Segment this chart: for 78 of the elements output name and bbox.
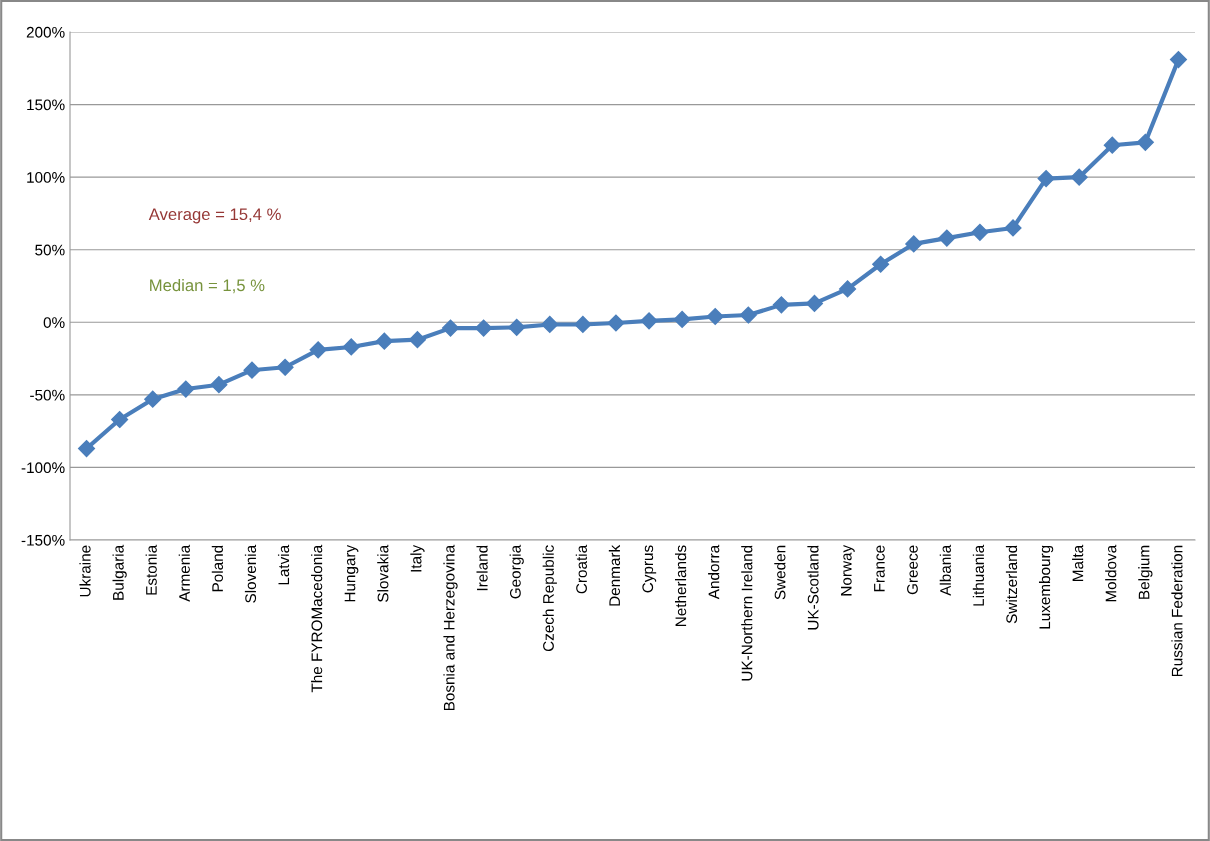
x-tick-label: Cyprus (642, 545, 657, 593)
y-tick-label: -100% (21, 462, 65, 474)
point (276, 358, 294, 376)
point (1004, 219, 1022, 237)
x-tick-label: Slovenia (244, 544, 257, 603)
point (1103, 136, 1121, 154)
x-tick-label: Ukraine (79, 545, 91, 597)
annotation: Average = 15,4 % (148, 208, 281, 224)
y-tick-label: 200% (26, 26, 65, 38)
x-tick-label: Belgium (1138, 545, 1153, 599)
point (805, 294, 824, 312)
point (111, 410, 129, 429)
x-tick-label: Georgia (509, 544, 524, 599)
x-tick-label: Hungary (344, 544, 359, 602)
x-tick-label: Malta (1072, 544, 1084, 581)
x-tick-label: Greece (907, 545, 918, 595)
x-tick-label: Luxembourg (1038, 545, 1054, 629)
point (309, 341, 327, 359)
x-tick-label: Slovakia (377, 544, 389, 602)
x-tick-label: Norway (841, 544, 855, 596)
x-tick-label: Croatia (575, 544, 587, 594)
y-tick-label: 0% (43, 317, 65, 328)
point (971, 223, 989, 241)
x-tick-label: Czech Republic (542, 545, 557, 652)
point (441, 319, 460, 337)
x-tick-label: Bosnia and Herzegovina (443, 544, 458, 711)
x-tick-label: Russian Federation (1171, 545, 1183, 677)
point (408, 331, 426, 349)
x-tick-label: Bulgaria (112, 544, 127, 600)
point (541, 315, 559, 334)
y-tick-label: -50% (30, 389, 65, 401)
point (1037, 170, 1055, 188)
point (739, 306, 757, 324)
point (607, 314, 625, 332)
point (475, 319, 493, 337)
x-tick-label: Lithuania (972, 544, 985, 606)
point (938, 229, 956, 247)
point (375, 332, 393, 350)
x-tick-label: UK-Northern Ireland (741, 545, 753, 681)
x-tick-label: Poland (211, 545, 223, 592)
y-tick-label: 50% (35, 244, 65, 256)
x-tick-label: Moldova (1105, 544, 1117, 602)
point (706, 307, 724, 326)
point (673, 310, 691, 328)
point (77, 440, 96, 458)
y-tick-label: -150% (21, 534, 65, 546)
y-tick-label: 100% (27, 172, 65, 183)
x-tick-label: Sweden (774, 545, 786, 600)
x-tick-label: Armenia (178, 544, 190, 602)
point (905, 235, 923, 253)
x-tick-label: The FYROMacedonia (311, 544, 323, 693)
point (210, 376, 228, 394)
point (1136, 133, 1154, 151)
point (177, 380, 195, 398)
point (574, 315, 592, 334)
point (243, 361, 261, 379)
x-tick-label: Albania (939, 544, 951, 596)
x-tick-label: Andorra (708, 544, 720, 600)
point (1070, 168, 1088, 186)
y-tick-label: 150% (27, 99, 65, 111)
point (508, 318, 526, 336)
point (144, 390, 162, 408)
annotation: Median = 1,5 % (150, 279, 265, 294)
x-tick-label: Italy (410, 544, 425, 572)
point (772, 296, 790, 314)
point (872, 255, 890, 273)
x-tick-label: UK-Scotland (807, 545, 819, 630)
point (342, 338, 360, 356)
x-tick-label: Estonia (145, 544, 157, 595)
x-tick-label: France (874, 545, 885, 592)
point (839, 280, 857, 298)
x-tick-label: Netherlands (675, 545, 687, 626)
x-tick-label: Latvia (277, 544, 290, 585)
x-tick-label: Ireland (476, 545, 488, 591)
point (1169, 51, 1188, 69)
x-tick-label: Denmark (608, 544, 621, 606)
x-tick-label: Switzerland (1005, 545, 1018, 624)
point (640, 312, 658, 330)
